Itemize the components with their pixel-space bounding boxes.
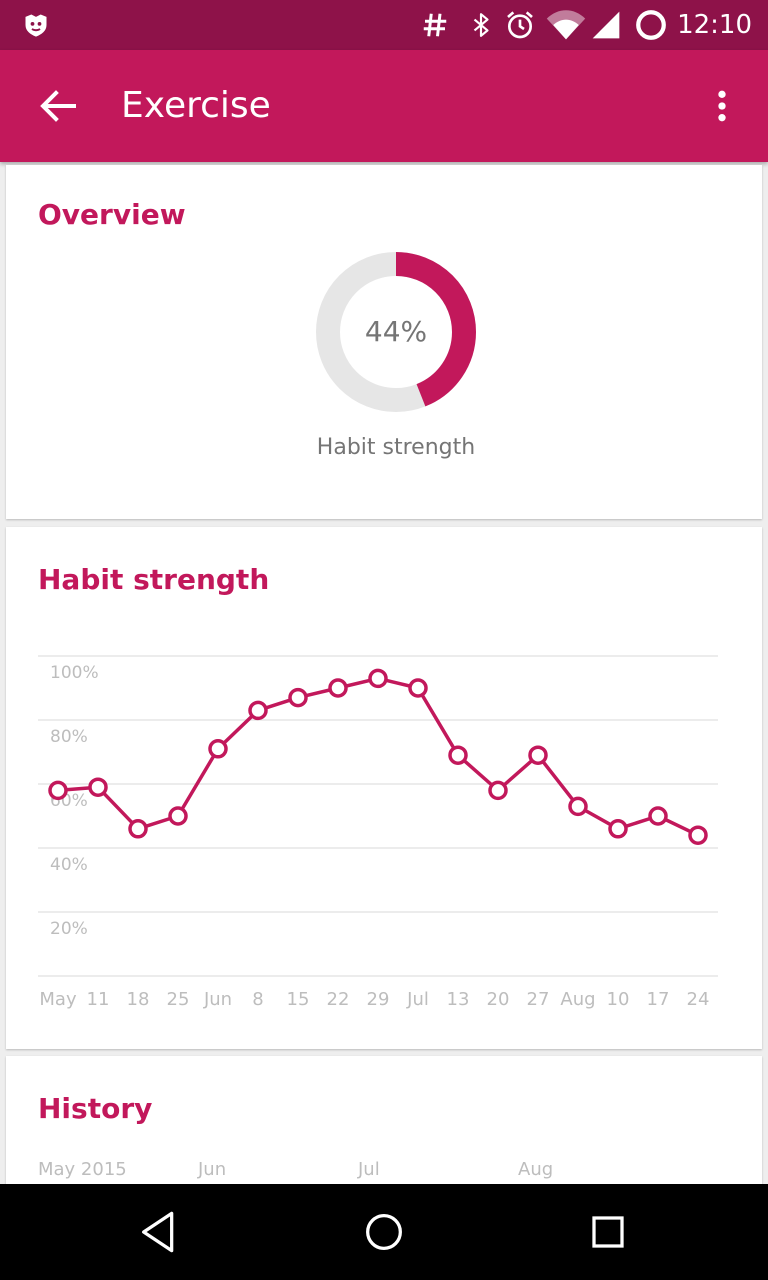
x-tick-label: 13: [447, 989, 470, 1010]
app-bar: Exercise: [0, 50, 768, 162]
nav-recents-icon: [592, 1216, 624, 1248]
nav-back-button[interactable]: [132, 1204, 188, 1260]
app-notification-icon: [22, 0, 50, 50]
x-tick-label: 10: [607, 989, 630, 1010]
data-point: [528, 745, 548, 765]
data-point: [88, 777, 108, 797]
x-tick-label: 15: [287, 989, 310, 1010]
data-point: [448, 745, 468, 765]
data-point: [128, 819, 148, 839]
habit-strength-card: Habit strength 100% 80% 60% 40% 20% May 11 18 25…: [6, 527, 762, 1049]
x-tick-label: 27: [527, 989, 550, 1010]
status-clock: 12:10: [677, 10, 752, 40]
x-tick-label: 29: [367, 989, 390, 1010]
ring-caption: Habit strength: [316, 435, 476, 460]
history-month-label: May 2015: [38, 1159, 127, 1180]
habit-strength-ring: 44%: [316, 252, 476, 412]
x-tick-label: 11: [87, 989, 110, 1010]
data-point: [208, 739, 228, 759]
y-tick-label: 40%: [50, 855, 88, 875]
x-tick-label: 22: [327, 989, 350, 1010]
battery-icon: [634, 0, 668, 50]
status-bar: 12:10: [0, 0, 768, 50]
series-line: [57, 676, 699, 837]
x-tick-label: 18: [127, 989, 150, 1010]
more-vert-icon: [718, 90, 726, 122]
x-tick-label: Aug: [560, 989, 595, 1010]
ring-progress-arc: [316, 252, 476, 412]
x-tick-label: Jun: [203, 989, 232, 1010]
page-title: Exercise: [121, 85, 271, 126]
nav-back-icon: [142, 1211, 174, 1253]
ring-percentage: 44%: [364, 315, 428, 348]
history-month-label: Jul: [358, 1159, 380, 1180]
arrow-back-icon: [40, 90, 76, 122]
hashtag-icon: [420, 0, 450, 50]
data-point: [688, 825, 708, 845]
x-tick-label: Jul: [406, 989, 429, 1010]
data-point: [48, 780, 68, 801]
habit-strength-chart: 100%80%60%40%20%May 11 18 25 Jun 8 15 22 29 Jul 13…: [38, 655, 718, 1010]
history-card: History May 2015 Jun Jul Aug: [6, 1056, 762, 1196]
x-tick-label: 17: [647, 989, 670, 1010]
data-point: [648, 806, 668, 826]
history-title: History: [38, 1092, 153, 1125]
data-point: [248, 700, 268, 721]
data-point: [608, 819, 628, 839]
data-point: [488, 780, 508, 801]
x-tick-label: 25: [167, 989, 190, 1010]
bluetooth-icon: [468, 0, 494, 50]
habit-strength-title: Habit strength: [38, 563, 270, 596]
data-point: [168, 806, 188, 826]
x-tick-label: 8: [252, 989, 263, 1010]
nav-home-icon: [366, 1214, 402, 1250]
history-month-label: Jun: [198, 1159, 227, 1180]
signal-icon: [590, 0, 622, 50]
data-point: [408, 678, 428, 698]
data-point: [568, 796, 588, 817]
history-month-label: Aug: [518, 1159, 554, 1180]
data-point: [288, 687, 308, 708]
alarm-icon: [504, 0, 536, 50]
x-tick-label: 24: [687, 989, 710, 1010]
y-tick-label: 20%: [50, 919, 88, 939]
data-point: [368, 668, 388, 689]
y-tick-label: 100%: [50, 663, 99, 683]
navigation-bar: [0, 1184, 768, 1280]
x-tick-label: May: [39, 989, 77, 1010]
overview-title: Overview: [38, 198, 186, 231]
y-tick-label: 80%: [50, 727, 88, 747]
nav-home-button[interactable]: [356, 1204, 412, 1260]
back-button[interactable]: [34, 82, 82, 130]
data-point: [328, 678, 348, 698]
wifi-icon: [546, 0, 586, 50]
overview-card: Overview 44% Habit strength: [6, 165, 762, 519]
overflow-menu-button[interactable]: [702, 86, 742, 126]
nav-recents-button[interactable]: [580, 1204, 636, 1260]
x-tick-label: 20: [487, 989, 510, 1010]
